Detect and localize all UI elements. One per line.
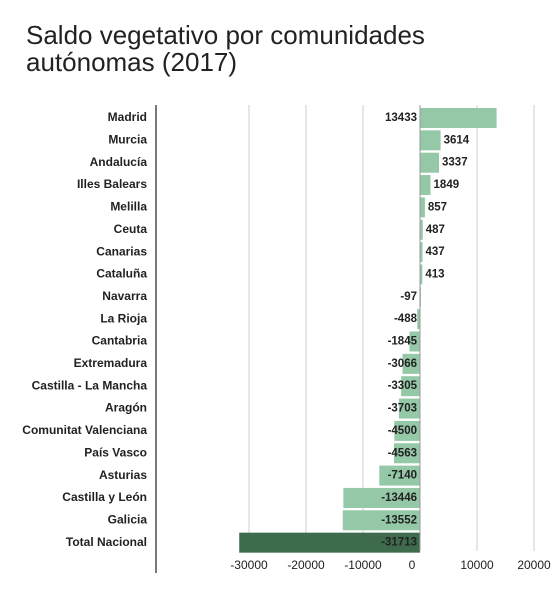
value-label: -13552 — [381, 514, 417, 526]
x-tick-label: 0 — [409, 558, 416, 572]
bar — [420, 152, 440, 173]
x-tick-label: -20000 — [287, 558, 325, 572]
value-label: -31713 — [381, 537, 417, 549]
category-label: La Rioja — [100, 311, 147, 325]
value-label: 857 — [428, 201, 447, 213]
category-label: Madrid — [108, 110, 147, 124]
bar — [393, 443, 420, 464]
value-label: 1849 — [434, 179, 460, 191]
value-label: -7140 — [388, 470, 417, 482]
value-label: 487 — [426, 224, 445, 236]
category-label: Canarias — [96, 244, 147, 258]
bar — [343, 487, 420, 508]
bar — [420, 242, 423, 263]
x-tick-label: -30000 — [230, 558, 268, 572]
category-label: Asturias — [99, 468, 147, 482]
chart-title: Saldo vegetativo por comunidades autónom… — [26, 20, 425, 77]
category-label: Castilla - La Mancha — [32, 378, 148, 392]
value-label: -4500 — [388, 425, 417, 437]
category-label: Navarra — [102, 289, 147, 303]
value-label: 3337 — [442, 157, 468, 169]
category-label: Melilla — [110, 200, 147, 214]
category-label: Cantabria — [92, 334, 148, 348]
bar — [409, 331, 420, 352]
x-tick-label: 20000 — [517, 558, 551, 572]
bar — [420, 219, 423, 240]
bar — [420, 130, 441, 151]
category-label: Illes Balears — [77, 177, 147, 191]
value-label: -13446 — [381, 492, 417, 504]
value-label: -1845 — [388, 336, 418, 348]
value-label: 437 — [425, 246, 444, 258]
category-label: Total Nacional — [66, 535, 147, 549]
bar — [420, 108, 497, 128]
category-label: Andalucía — [90, 155, 148, 169]
category-label: Cataluña — [96, 267, 147, 281]
category-label: Aragón — [105, 401, 147, 415]
bar — [379, 465, 420, 486]
bar — [401, 376, 420, 397]
bar — [417, 309, 420, 330]
x-tick-label: 10000 — [460, 558, 494, 572]
category-label: País Vasco — [84, 445, 147, 459]
value-label: -3305 — [388, 380, 418, 392]
value-label: 13433 — [385, 112, 417, 124]
category-label: Extremadura — [74, 356, 148, 370]
value-label: 3614 — [444, 134, 470, 146]
bar — [394, 420, 420, 441]
bar — [239, 532, 420, 553]
value-label: -97 — [400, 291, 417, 303]
category-label: Castilla y León — [62, 490, 147, 504]
value-label: 413 — [425, 268, 444, 280]
value-label: -4563 — [388, 447, 417, 459]
bar — [342, 510, 420, 531]
x-tick-label: -10000 — [344, 558, 382, 572]
category-label: Ceuta — [114, 222, 148, 236]
bar — [402, 353, 420, 374]
bar — [420, 175, 431, 196]
category-label: Murcia — [108, 133, 147, 147]
value-label: -3703 — [388, 403, 417, 415]
bar — [420, 264, 423, 285]
value-label: -3066 — [388, 358, 417, 370]
bar — [420, 197, 425, 218]
category-label: Comunitat Valenciana — [22, 423, 147, 437]
category-label: Galicia — [108, 512, 148, 526]
value-label: -488 — [394, 313, 418, 325]
bar — [398, 398, 420, 419]
